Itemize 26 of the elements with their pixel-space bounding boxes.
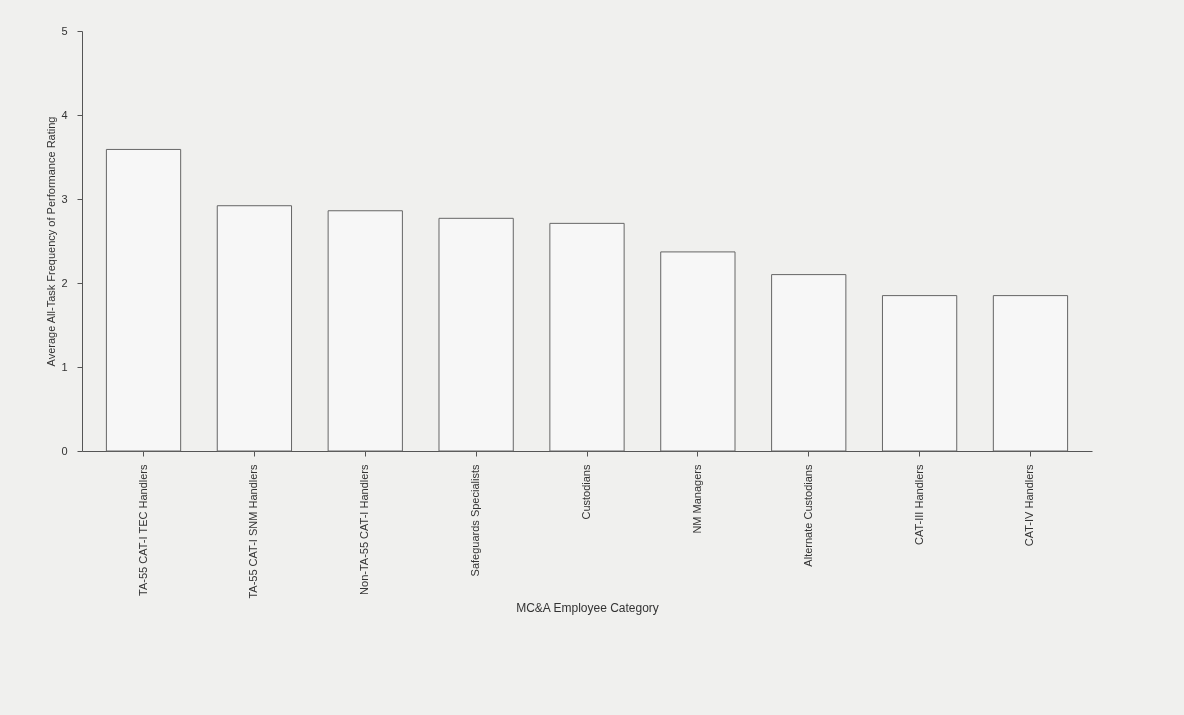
bar [660,251,736,452]
y-tick-label: 4 [61,108,68,121]
y-tick-label: 1 [61,360,68,373]
x-tick-label: NM Managers [690,464,703,534]
bar [771,274,847,452]
y-tick-label: 3 [61,192,68,205]
x-tick-label: CAT-IV Handlers [1023,464,1036,547]
x-tick-label: Non-TA-55 CAT-I Handlers [358,464,371,595]
x-tick-label: CAT-III Handlers [912,464,925,545]
bar [105,148,182,452]
bar [992,295,1069,452]
y-tick-label: 5 [61,24,68,37]
bar [881,295,958,452]
bar [549,222,625,452]
bar [438,217,514,452]
x-axis-title: MC&A Employee Category [516,600,659,615]
x-tick-label: Custodians [580,464,592,520]
x-tick-label: Safeguards Specialists [469,464,482,577]
x-tick-label: TA-55 CAT-I TEC Handlers [136,464,149,596]
x-tick-label: TA-55 CAT-I SNM Handlers [247,464,260,599]
x-tick-label: Alternate Custodians [801,464,814,567]
y-tick-label: 2 [61,276,68,289]
bar [327,210,403,452]
y-tick-label: 0 [61,444,68,457]
bar [216,205,293,452]
y-axis-title: Average All-Task Frequency of Performance Rating [45,116,58,367]
